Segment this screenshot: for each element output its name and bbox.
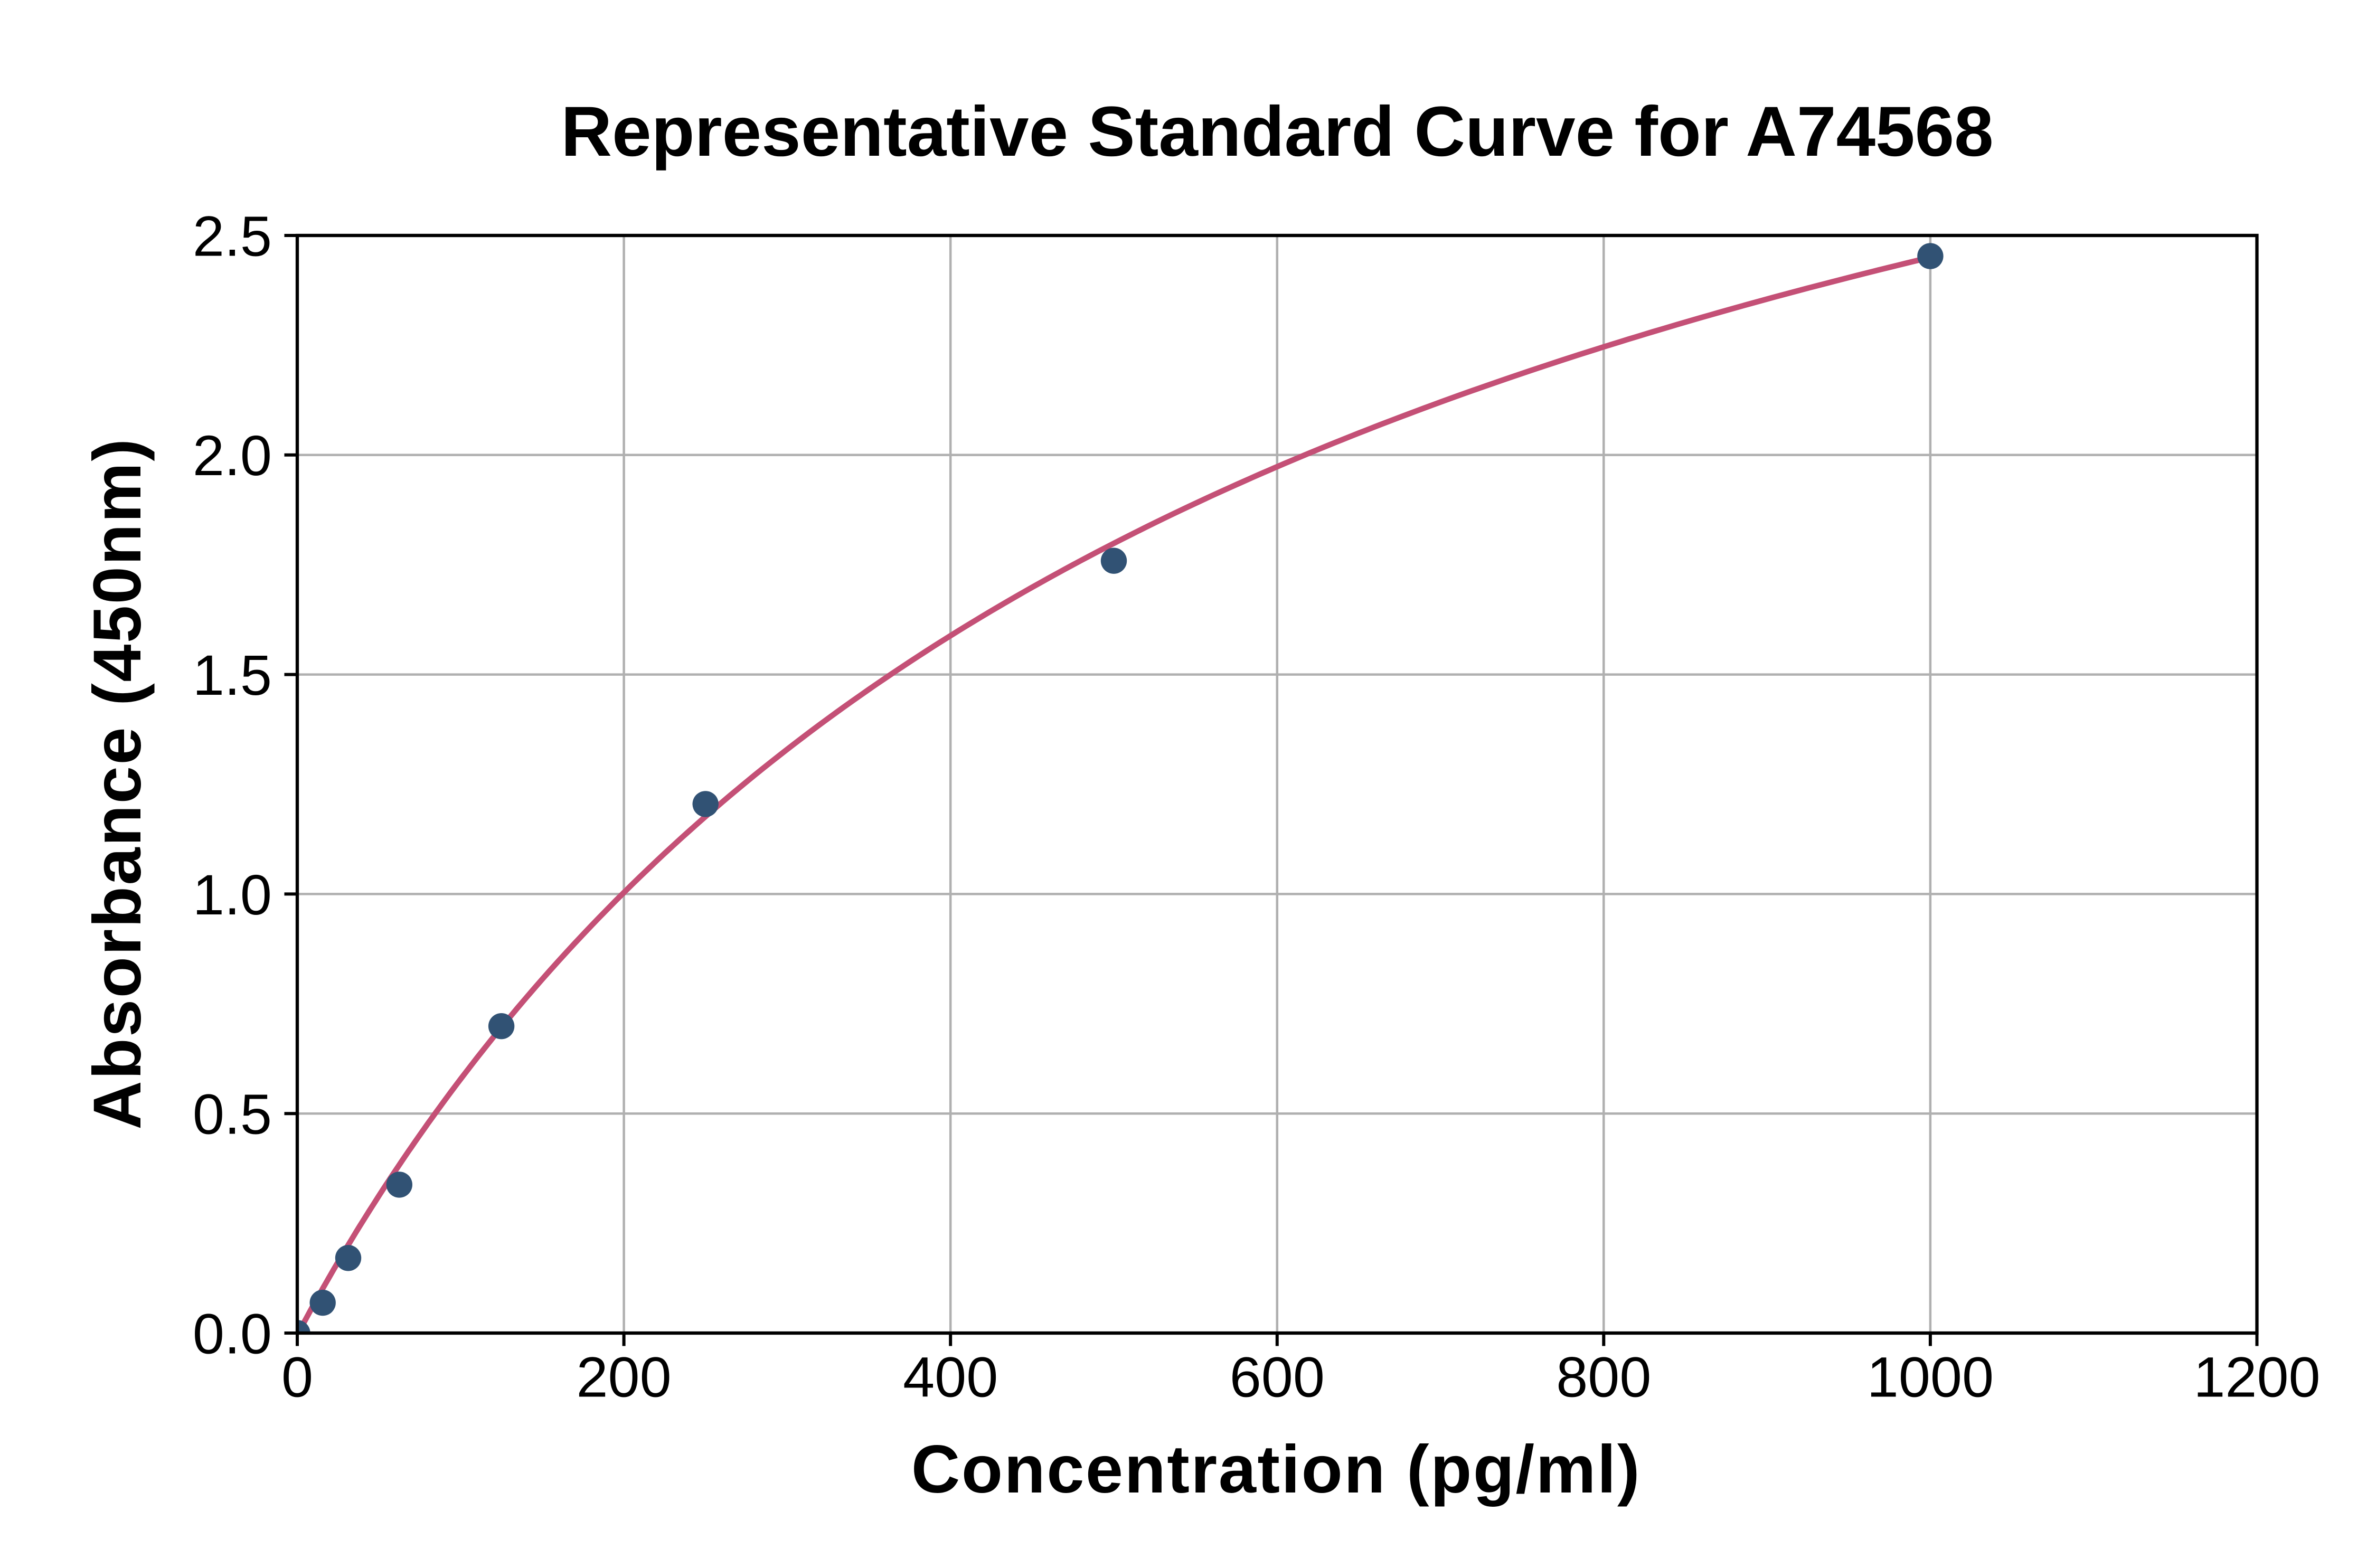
svg-text:200: 200 xyxy=(576,1345,671,1409)
svg-text:1.0: 1.0 xyxy=(193,863,272,927)
svg-text:0: 0 xyxy=(281,1345,313,1409)
svg-text:1200: 1200 xyxy=(2193,1345,2320,1409)
svg-text:1000: 1000 xyxy=(1867,1345,1994,1409)
svg-text:400: 400 xyxy=(903,1345,998,1409)
svg-text:800: 800 xyxy=(1556,1345,1651,1409)
svg-text:0.5: 0.5 xyxy=(193,1082,272,1146)
svg-text:0.0: 0.0 xyxy=(193,1301,272,1365)
svg-text:Representative Standard Curve: Representative Standard Curve for A74568 xyxy=(561,92,1993,171)
svg-text:1.5: 1.5 xyxy=(193,643,272,707)
svg-text:2.0: 2.0 xyxy=(193,423,272,487)
svg-text:600: 600 xyxy=(1230,1345,1325,1409)
svg-text:2.5: 2.5 xyxy=(193,204,272,268)
svg-text:Concentration (pg/ml): Concentration (pg/ml) xyxy=(911,1432,1641,1507)
svg-text:Absorbance (450nm): Absorbance (450nm) xyxy=(80,437,155,1129)
